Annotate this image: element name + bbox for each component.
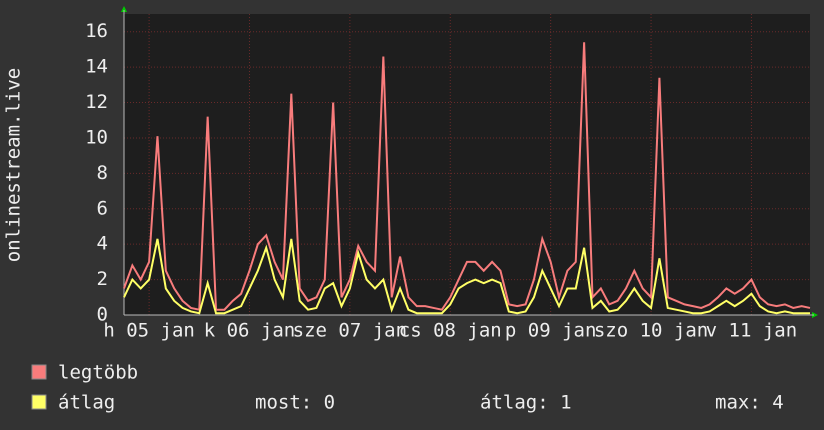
x-tick-label: v 11 jan (706, 320, 798, 342)
x-tick-label: cs 08 jan (399, 320, 502, 342)
series-line (123, 42, 811, 311)
legend-swatch (31, 394, 47, 410)
y-tick-label: 14 (85, 56, 108, 78)
x-tick-label: sze 07 jan (293, 320, 407, 342)
axis-arrow (812, 312, 818, 318)
x-tick-label: p 09 jan (505, 320, 597, 342)
y-tick-label: 16 (85, 20, 108, 42)
x-tick-label: k 06 jan (204, 320, 296, 342)
x-tick-label: szo 10 jan (594, 320, 708, 342)
legend-label: átlag (58, 392, 115, 414)
y-tick-label: 4 (97, 233, 108, 255)
y-tick-label: 8 (97, 162, 108, 184)
y-tick-label: 12 (85, 91, 108, 113)
series-line (123, 238, 810, 315)
legend-stat: átlag: 1 (480, 392, 572, 414)
y-tick-label: 0 (97, 304, 108, 326)
axis-arrow (121, 6, 127, 12)
legend-label: legtöbb (58, 362, 138, 384)
legend-stat: most: 0 (255, 392, 335, 414)
legend-stat: max: 4 (715, 392, 784, 414)
y-axis-label: onlinestream.live (3, 68, 25, 262)
plot-area (124, 14, 810, 315)
y-tick-label: 10 (85, 126, 108, 148)
x-tick-label: h 05 jan (103, 320, 195, 342)
legend-swatch (31, 364, 47, 380)
y-tick-label: 6 (97, 197, 108, 219)
y-tick-label: 2 (97, 268, 108, 290)
